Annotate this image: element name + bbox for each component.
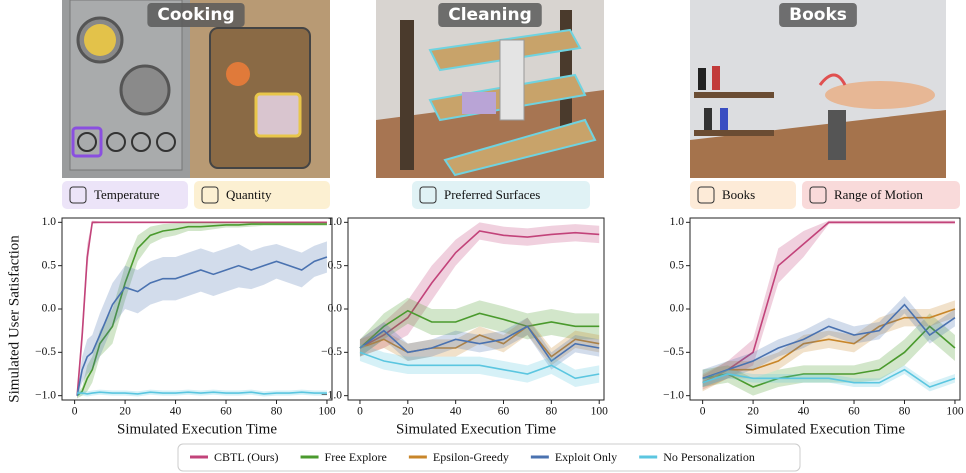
y-tick-label: −1.0 bbox=[663, 389, 684, 401]
series-line bbox=[76, 256, 328, 396]
x-axis-label: Simulated Execution Time bbox=[745, 421, 905, 437]
books-scene bbox=[690, 0, 946, 178]
x-tick-label: 100 bbox=[318, 406, 336, 418]
x-tick-label: 60 bbox=[220, 406, 232, 418]
feature-icon bbox=[201, 186, 219, 204]
series-line bbox=[77, 391, 327, 395]
feature-chip bbox=[194, 181, 330, 209]
feature-label: Quantity bbox=[226, 187, 272, 202]
x-tick-label: 20 bbox=[119, 406, 131, 418]
series-line bbox=[359, 309, 600, 349]
feature-label: Temperature bbox=[94, 187, 160, 202]
x-tick-label: 40 bbox=[170, 406, 182, 418]
legend-box bbox=[177, 443, 801, 472]
feature-icon bbox=[697, 186, 715, 204]
error-band bbox=[359, 297, 600, 357]
x-tick-label: 60 bbox=[498, 406, 510, 418]
y-tick-label: −1.0 bbox=[35, 389, 56, 401]
error-band bbox=[77, 241, 327, 399]
x-tick-label: 100 bbox=[946, 406, 964, 418]
x-tick-label: 0 bbox=[72, 406, 78, 418]
feature-chip bbox=[62, 181, 188, 209]
series-line bbox=[76, 221, 327, 396]
x-tick-label: 60 bbox=[848, 406, 860, 418]
y-tick-label: 0.0 bbox=[42, 303, 57, 315]
y-tick-label: −0.5 bbox=[663, 346, 684, 358]
y-tick-label: −1.0 bbox=[321, 389, 342, 401]
legend-label: Exploit Only bbox=[555, 450, 617, 464]
x-tick-label: 20 bbox=[747, 406, 759, 418]
panel-title-box bbox=[438, 3, 542, 27]
x-tick-label: 0 bbox=[357, 406, 363, 418]
feature-chip bbox=[412, 181, 590, 209]
feature-icon bbox=[69, 186, 87, 204]
legend-label: No Personalization bbox=[663, 450, 755, 464]
y-tick-label: 0.0 bbox=[670, 303, 685, 315]
panel-title: Books bbox=[789, 5, 847, 25]
y-tick-label: 0.0 bbox=[328, 303, 343, 315]
y-tick-label: −0.5 bbox=[35, 346, 56, 358]
series-line bbox=[359, 325, 600, 363]
panel-title-box bbox=[779, 3, 857, 27]
error-band bbox=[702, 300, 955, 392]
series-line bbox=[702, 303, 956, 380]
feature-icon bbox=[419, 186, 437, 204]
y-tick-label: 0.5 bbox=[670, 259, 685, 271]
panel-title: Cooking bbox=[157, 5, 234, 25]
x-tick-label: 80 bbox=[271, 406, 283, 418]
y-axis-label: Simulated User Satisfaction bbox=[6, 235, 22, 403]
panel-title: Cleaning bbox=[448, 5, 532, 25]
series-line bbox=[702, 325, 956, 388]
series-line bbox=[359, 230, 600, 349]
series-line bbox=[359, 351, 600, 380]
error-band bbox=[359, 222, 600, 357]
x-tick-label: 40 bbox=[798, 406, 810, 418]
x-tick-label: 80 bbox=[546, 406, 558, 418]
x-tick-label: 20 bbox=[402, 406, 414, 418]
panel-title-box bbox=[147, 3, 245, 27]
x-axis-label: Simulated Execution Time bbox=[396, 421, 556, 437]
y-tick-label: 1.0 bbox=[328, 216, 343, 228]
series-line bbox=[702, 368, 956, 388]
x-tick-label: 80 bbox=[899, 406, 911, 418]
x-tick-label: 100 bbox=[591, 406, 609, 418]
x-tick-label: 40 bbox=[450, 406, 462, 418]
y-tick-label: 1.0 bbox=[670, 216, 685, 228]
series-line bbox=[76, 223, 327, 397]
x-tick-label: 0 bbox=[700, 406, 706, 418]
x-axis-label: Simulated Execution Time bbox=[117, 421, 277, 437]
series-line bbox=[702, 308, 956, 384]
feature-icon bbox=[809, 186, 827, 204]
error-band bbox=[702, 220, 955, 390]
series-line bbox=[702, 221, 955, 384]
feature-label: Preferred Surfaces bbox=[444, 187, 540, 202]
feature-label: Range of Motion bbox=[834, 187, 923, 202]
error-band bbox=[702, 313, 955, 396]
cleaning-scene bbox=[376, 0, 604, 178]
y-tick-label: 1.0 bbox=[42, 216, 57, 228]
y-tick-label: 0.5 bbox=[328, 259, 343, 271]
series-line bbox=[359, 325, 600, 358]
feature-chip bbox=[802, 181, 960, 209]
cooking-scene bbox=[62, 0, 330, 178]
y-tick-label: −0.5 bbox=[321, 346, 342, 358]
legend-label: CBTL (Ours) bbox=[214, 450, 279, 464]
legend-label: Free Explore bbox=[325, 450, 387, 464]
legend-label: Epsilon-Greedy bbox=[433, 450, 509, 464]
feature-chip bbox=[690, 181, 796, 209]
feature-label: Books bbox=[722, 187, 755, 202]
error-band bbox=[359, 317, 600, 366]
y-tick-label: 0.5 bbox=[42, 259, 57, 271]
